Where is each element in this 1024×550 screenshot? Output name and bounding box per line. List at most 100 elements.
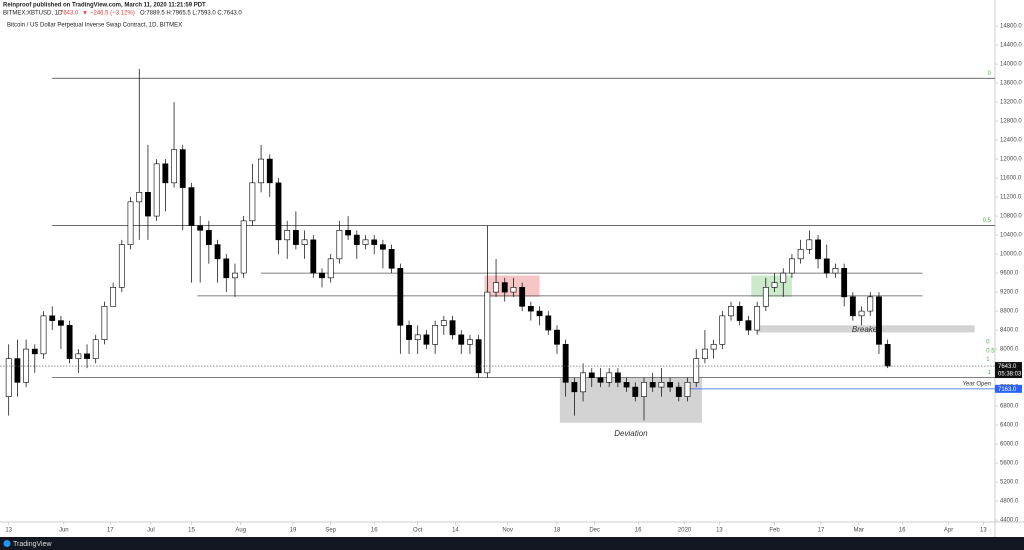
x-tick-label: Jun: [59, 528, 69, 534]
candle-body: [258, 158, 264, 184]
candle-body: [458, 334, 465, 345]
candle-body: [118, 244, 125, 288]
change: −246.5 (−3.12%): [90, 11, 135, 17]
last-price-tag: [995, 362, 1022, 379]
level-label: 0.5: [983, 218, 992, 224]
y-tick-label: 11200.0: [1000, 195, 1022, 201]
y-tick-label: 9200.0: [1000, 290, 1019, 296]
candle-body: [171, 149, 177, 184]
candle-body: [719, 315, 726, 345]
candle-body: [319, 272, 325, 279]
candle-body: [562, 344, 569, 383]
candle-body: [527, 306, 534, 312]
candle-body: [75, 353, 82, 359]
candle-body: [345, 230, 352, 236]
candle-body: [467, 339, 473, 345]
candle-body: [702, 348, 708, 359]
candle-body: [658, 382, 665, 388]
candle-body: [632, 386, 639, 397]
x-tick-label: 16: [371, 528, 378, 534]
candle-body: [649, 382, 656, 388]
level-label: Year Open: [962, 381, 991, 387]
candle-body: [667, 382, 674, 388]
candle-body: [728, 306, 734, 317]
candle-body: [223, 258, 230, 279]
candle-body: [284, 230, 291, 241]
y-tick-label: 12000.0: [1000, 157, 1022, 163]
y-tick-label: 14000.0: [1000, 62, 1022, 68]
y-tick-label: 5200.0: [1000, 480, 1019, 486]
candle-body: [789, 258, 795, 274]
candle-body: [745, 320, 752, 331]
x-tick-label: 16: [899, 528, 906, 534]
candle-body: [327, 258, 334, 279]
symbol: BITMEX:XBTUSD, 1D: [3, 11, 63, 17]
candle-body: [153, 163, 160, 217]
y-tick-label: 12400.0: [1000, 138, 1022, 144]
y-tick-label: 6000.0: [1000, 442, 1019, 448]
x-tick-label: Nov: [502, 528, 513, 534]
candle-body: [31, 348, 38, 355]
candle-body: [266, 158, 273, 184]
candle-body: [188, 187, 195, 226]
candle-body: [353, 234, 360, 245]
candle-body: [806, 239, 813, 250]
y-tick-label: 10800.0: [1000, 214, 1022, 220]
candle-body: [554, 329, 560, 345]
y-tick-label: 4400.0: [1000, 518, 1019, 524]
candle-body: [501, 282, 508, 293]
level-label: 0: [988, 71, 992, 77]
y-tick-label: 6800.0: [1000, 404, 1019, 410]
y-tick-label: 12800.0: [1000, 119, 1022, 125]
x-tick-label: 13: [5, 528, 12, 534]
candle-body: [545, 315, 552, 331]
candle-body: [580, 372, 586, 393]
candle-body: [292, 230, 299, 245]
candle-body: [475, 339, 482, 374]
candle-body: [841, 268, 848, 298]
x-tick-label: 16: [635, 528, 642, 534]
logo: [3, 540, 11, 547]
candle-body: [84, 353, 90, 359]
level-label: 1: [988, 370, 992, 376]
candle-body: [797, 249, 804, 260]
publisher: Reinproof published on TradingView.com, …: [3, 3, 206, 9]
x-tick-label: 15: [188, 528, 195, 534]
candle-body: [606, 372, 613, 383]
candle-body: [432, 325, 439, 345]
candle-body: [519, 287, 526, 307]
candle-body: [675, 386, 682, 397]
candle-body: [205, 230, 212, 245]
candle-body: [197, 225, 204, 231]
x-tick-label: 13: [716, 528, 723, 534]
candle-body: [858, 310, 865, 317]
candle-body: [49, 315, 56, 321]
candle-body: [145, 192, 151, 217]
annotation: 1: [986, 357, 990, 363]
candle-body: [884, 344, 891, 367]
candle-body: [23, 348, 30, 383]
candle-body: [693, 358, 700, 383]
candle-body: [510, 287, 517, 293]
last-price-label: 7643.0: [998, 364, 1017, 370]
candle-body: [484, 291, 491, 374]
zone: [484, 275, 540, 297]
last-price: 7643.0: [60, 11, 79, 17]
x-tick-label: 17: [107, 528, 114, 534]
price-tag: [995, 384, 1022, 393]
y-tick-label: 10000.0: [1000, 252, 1022, 258]
zone-label: Deviation: [614, 429, 648, 438]
y-tick-label: 10400.0: [1000, 233, 1022, 239]
candle-body: [136, 192, 143, 203]
candle-body: [362, 239, 369, 245]
ohlc: O:7889.5 H:7965.5 L:7593.0 C:7643.0: [140, 11, 242, 17]
y-tick-label: 13200.0: [1000, 100, 1022, 106]
candle-body: [571, 382, 578, 393]
candle-body: [597, 377, 604, 383]
candle-body: [710, 344, 717, 350]
zone-label: Breaker: [852, 325, 880, 334]
x-tick-label: 19: [290, 528, 297, 534]
x-tick-label: Sep: [325, 528, 336, 534]
y-tick-label: 14400.0: [1000, 43, 1022, 49]
